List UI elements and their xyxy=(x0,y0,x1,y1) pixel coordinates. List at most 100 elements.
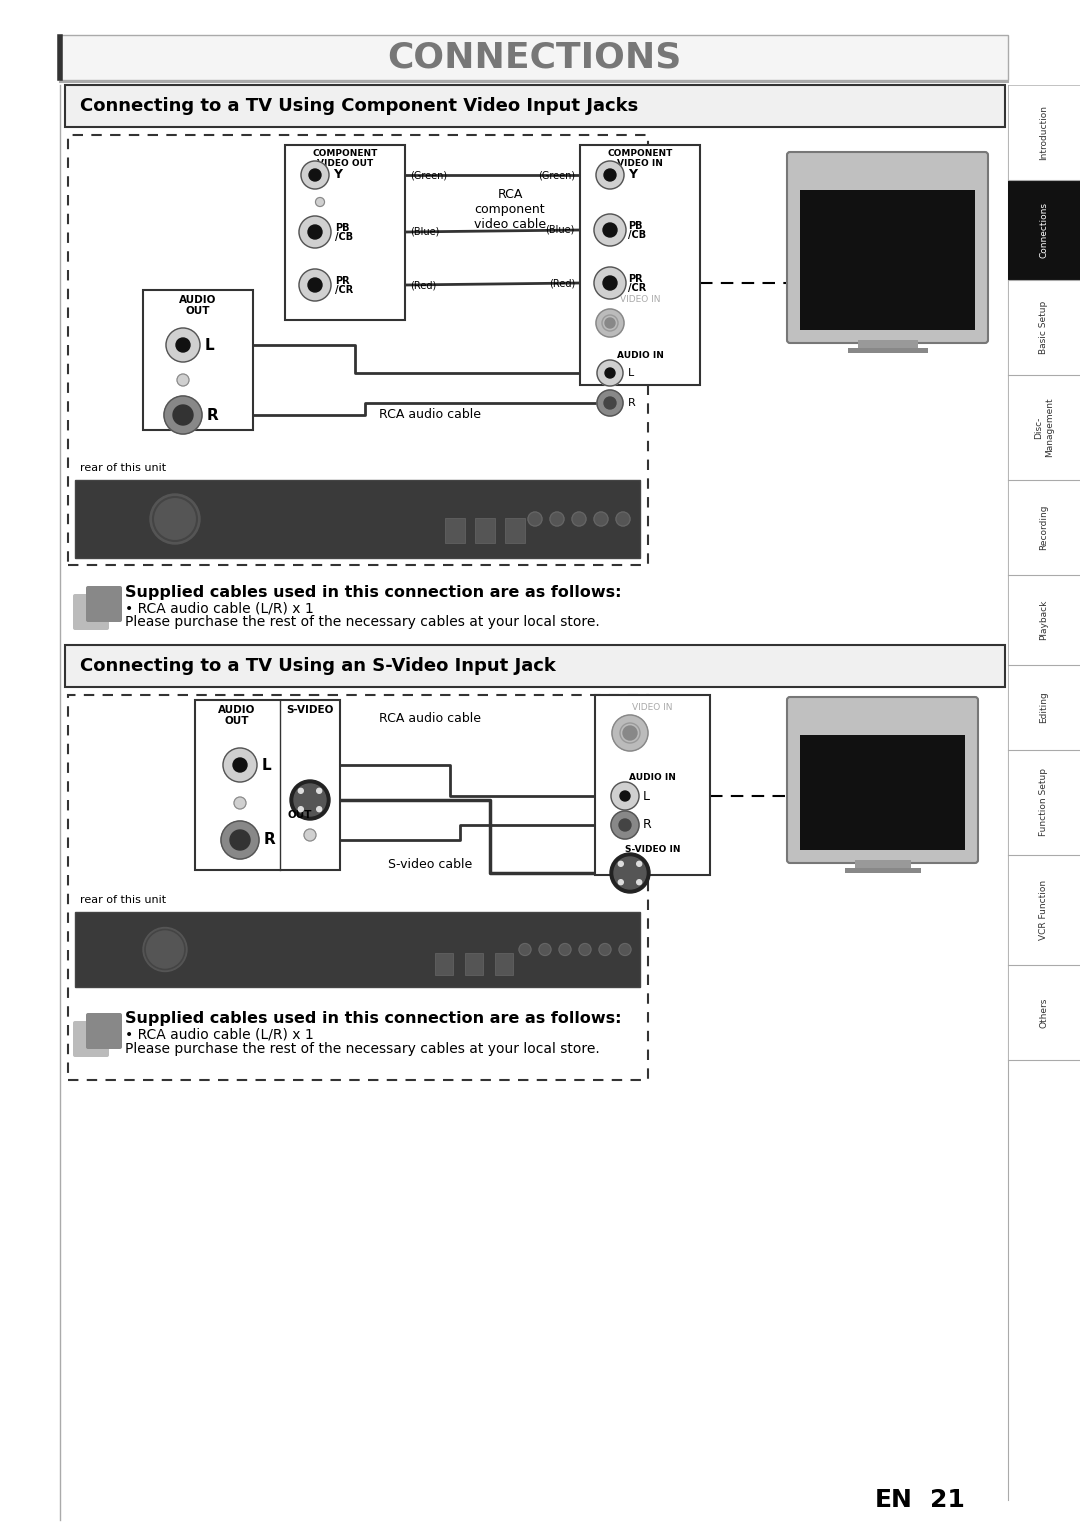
Text: Disc-
Management: Disc- Management xyxy=(1035,397,1054,457)
Text: AUDIO IN: AUDIO IN xyxy=(629,773,676,782)
Bar xyxy=(1008,965,1080,1060)
Circle shape xyxy=(308,224,322,240)
Text: OUT: OUT xyxy=(225,716,249,725)
Text: AUDIO: AUDIO xyxy=(179,295,217,305)
Text: Connecting to a TV Using an S-Video Input Jack: Connecting to a TV Using an S-Video Inpu… xyxy=(80,657,556,675)
Circle shape xyxy=(177,374,189,386)
Text: (Red): (Red) xyxy=(410,279,436,290)
Text: PR: PR xyxy=(627,273,643,284)
FancyBboxPatch shape xyxy=(73,1022,109,1057)
Circle shape xyxy=(298,788,303,794)
Text: (Blue): (Blue) xyxy=(410,228,440,237)
Text: L: L xyxy=(205,337,215,353)
Text: • RCA audio cable (L/R) x 1: • RCA audio cable (L/R) x 1 xyxy=(125,602,314,615)
Text: VIDEO IN: VIDEO IN xyxy=(620,296,660,304)
Text: CONNECTIONS: CONNECTIONS xyxy=(387,41,681,75)
Circle shape xyxy=(173,405,193,425)
Text: (Red): (Red) xyxy=(549,278,575,289)
Text: component: component xyxy=(475,203,545,217)
FancyBboxPatch shape xyxy=(787,153,988,344)
Circle shape xyxy=(143,927,187,971)
Bar xyxy=(68,695,648,1080)
Text: S-video cable: S-video cable xyxy=(388,858,472,872)
Circle shape xyxy=(291,780,330,820)
Text: (Blue): (Blue) xyxy=(545,224,575,235)
Circle shape xyxy=(166,328,200,362)
Text: Y: Y xyxy=(627,168,637,182)
Circle shape xyxy=(611,782,639,809)
Circle shape xyxy=(615,857,646,889)
FancyBboxPatch shape xyxy=(787,696,978,863)
Text: R: R xyxy=(264,832,275,847)
Bar xyxy=(854,860,910,867)
Bar xyxy=(505,518,525,544)
Bar xyxy=(65,644,1005,687)
Bar xyxy=(1008,855,1080,965)
Circle shape xyxy=(519,944,531,956)
Bar xyxy=(68,134,648,565)
Circle shape xyxy=(559,944,571,956)
Text: L: L xyxy=(262,757,272,773)
Circle shape xyxy=(619,880,623,884)
Circle shape xyxy=(299,215,330,247)
Bar xyxy=(1008,576,1080,664)
Circle shape xyxy=(233,757,247,773)
Circle shape xyxy=(616,512,630,525)
Text: PB: PB xyxy=(335,223,350,234)
Text: Basic Setup: Basic Setup xyxy=(1039,301,1049,354)
Circle shape xyxy=(596,160,624,189)
Bar xyxy=(495,953,513,976)
Circle shape xyxy=(230,831,249,851)
Bar xyxy=(1008,750,1080,855)
Circle shape xyxy=(596,308,624,337)
Circle shape xyxy=(221,822,259,860)
Circle shape xyxy=(603,276,617,290)
Text: S-VIDEO: S-VIDEO xyxy=(286,705,334,715)
Text: /CR: /CR xyxy=(627,282,646,293)
Circle shape xyxy=(316,788,322,794)
Text: (Green): (Green) xyxy=(538,169,575,180)
Text: RCA audio cable: RCA audio cable xyxy=(379,409,481,421)
Text: Connections: Connections xyxy=(1039,202,1049,258)
Text: R: R xyxy=(627,399,636,408)
Bar xyxy=(285,145,405,321)
Circle shape xyxy=(539,944,551,956)
Text: RCA audio cable: RCA audio cable xyxy=(379,712,481,724)
Text: Connecting to a TV Using Component Video Input Jacks: Connecting to a TV Using Component Video… xyxy=(80,98,638,115)
Circle shape xyxy=(316,806,322,812)
Bar xyxy=(75,912,640,986)
Text: R: R xyxy=(207,408,219,423)
Text: VIDEO OUT: VIDEO OUT xyxy=(316,159,373,168)
Text: (Green): (Green) xyxy=(410,169,447,180)
Text: Others: Others xyxy=(1039,997,1049,1028)
Bar xyxy=(580,145,700,385)
Text: Please purchase the rest of the necessary cables at your local store.: Please purchase the rest of the necessar… xyxy=(125,615,599,629)
Text: AUDIO IN: AUDIO IN xyxy=(617,351,663,359)
Circle shape xyxy=(579,944,591,956)
Text: L: L xyxy=(643,789,650,803)
Circle shape xyxy=(594,267,626,299)
Bar xyxy=(1008,279,1080,376)
Circle shape xyxy=(309,169,321,182)
Bar xyxy=(475,518,495,544)
Circle shape xyxy=(637,880,642,884)
Text: Recording: Recording xyxy=(1039,505,1049,550)
Text: Supplied cables used in this connection are as follows:: Supplied cables used in this connection … xyxy=(125,585,621,600)
Circle shape xyxy=(303,829,316,841)
Bar xyxy=(858,341,918,348)
Circle shape xyxy=(299,269,330,301)
Bar xyxy=(1008,180,1080,279)
Text: • RCA audio cable (L/R) x 1: • RCA audio cable (L/R) x 1 xyxy=(125,1028,314,1041)
FancyBboxPatch shape xyxy=(73,594,109,631)
Bar xyxy=(1008,479,1080,576)
Text: rear of this unit: rear of this unit xyxy=(80,895,166,906)
Circle shape xyxy=(623,725,637,741)
Bar xyxy=(143,290,253,431)
Circle shape xyxy=(612,715,648,751)
Text: OUT: OUT xyxy=(186,305,211,316)
Circle shape xyxy=(308,278,322,292)
Circle shape xyxy=(298,806,303,812)
Circle shape xyxy=(301,160,329,189)
Text: 21: 21 xyxy=(930,1487,964,1512)
Bar xyxy=(848,348,928,353)
